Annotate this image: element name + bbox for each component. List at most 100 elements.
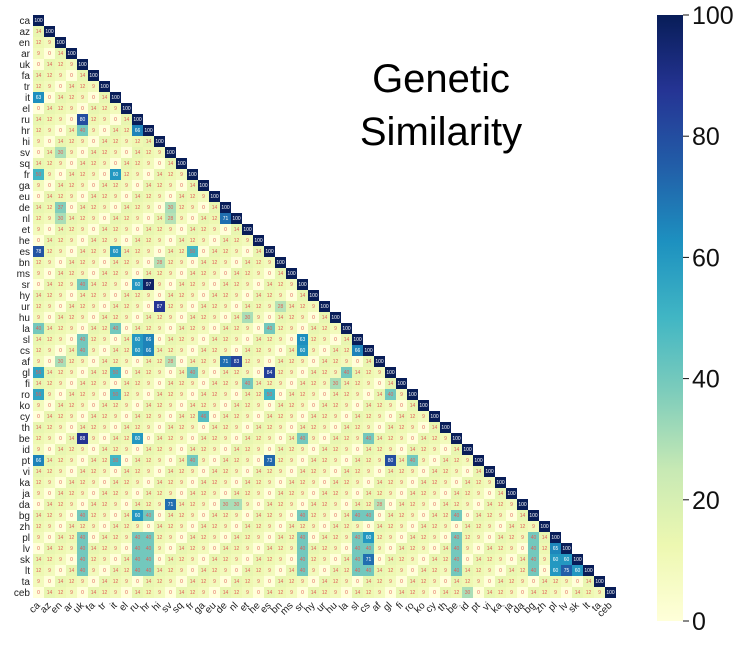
cell-value-label: 12	[69, 359, 75, 365]
heatmap-cell	[429, 554, 440, 565]
heatmap-cell	[319, 411, 330, 422]
heatmap-cell	[66, 213, 77, 224]
heatmap-cell	[231, 411, 242, 422]
cell-value-label: 100	[254, 238, 263, 244]
cell-value-label: 14	[47, 546, 53, 552]
heatmap-cell	[495, 587, 506, 598]
cell-value-label: 9	[180, 524, 183, 530]
cell-value-label: 9	[169, 491, 172, 497]
heatmap-cell	[198, 477, 209, 488]
cell-value-label: 9	[323, 425, 326, 431]
cell-value-label: 0	[290, 381, 293, 387]
heatmap-cell	[352, 499, 363, 510]
cell-value-label: 14	[124, 337, 130, 343]
cell-value-label: 0	[37, 546, 40, 552]
heatmap-cell	[352, 521, 363, 532]
heatmap-cell	[99, 400, 110, 411]
cell-value-label: 40	[355, 568, 361, 574]
heatmap-cell	[121, 477, 132, 488]
cell-value-label: 0	[356, 359, 359, 365]
heatmap-cell	[330, 433, 341, 444]
heatmap-cell	[231, 455, 242, 466]
heatmap-cell	[99, 114, 110, 125]
y-tick-label: he	[19, 236, 31, 247]
cell-value-label: 9	[433, 491, 436, 497]
heatmap-cell	[319, 499, 330, 510]
cell-value-label: 0	[378, 425, 381, 431]
heatmap-cell	[297, 279, 308, 290]
cell-value-label: 75	[564, 568, 570, 574]
heatmap-cell	[77, 554, 88, 565]
colorbar-tick-label: 80	[692, 123, 720, 151]
heatmap-cell	[77, 136, 88, 147]
cell-value-label: 0	[400, 447, 403, 453]
cell-value-label: 0	[92, 271, 95, 277]
cell-value-label: 9	[125, 315, 128, 321]
heatmap-cell	[66, 125, 77, 136]
heatmap-cell	[319, 455, 330, 466]
heatmap-cell	[220, 367, 231, 378]
cell-value-label: 9	[312, 436, 315, 442]
cell-value-label: 9	[224, 568, 227, 574]
cell-value-label: 12	[223, 513, 229, 519]
heatmap-cell	[550, 576, 561, 587]
cell-value-label: 14	[190, 447, 196, 453]
cell-value-label: 12	[80, 524, 86, 530]
cell-value-label: 12	[498, 546, 504, 552]
cell-value-label: 0	[202, 513, 205, 519]
cell-value-label: 14	[355, 590, 361, 596]
cell-value-label: 12	[168, 392, 174, 398]
cell-value-label: 14	[102, 535, 108, 541]
heatmap-cell	[275, 356, 286, 367]
cell-value-label: 0	[356, 403, 359, 409]
y-tick-label: es	[19, 247, 30, 258]
heatmap-cell	[209, 246, 220, 257]
heatmap-cell	[297, 422, 308, 433]
heatmap-cell	[242, 257, 253, 268]
cell-value-label: 14	[124, 557, 130, 563]
cell-value-label: 12	[36, 480, 42, 486]
y-tick-label: lt	[25, 566, 30, 577]
heatmap-cell	[99, 323, 110, 334]
cell-value-label: 9	[37, 403, 40, 409]
cell-value-label: 14	[322, 359, 328, 365]
cell-value-label: 14	[157, 392, 163, 398]
heatmap-cell	[33, 169, 44, 180]
heatmap-cell	[429, 510, 440, 521]
heatmap-cell	[110, 444, 121, 455]
cell-value-label: 9	[323, 469, 326, 475]
cell-value-label: 14	[157, 568, 163, 574]
heatmap-cell	[88, 543, 99, 554]
cell-value-label: 12	[454, 590, 460, 596]
heatmap-cell	[275, 279, 286, 290]
heatmap-cell	[462, 565, 473, 576]
cell-value-label: 9	[400, 436, 403, 442]
cell-value-label: 12	[476, 568, 482, 574]
cell-value-label: 12	[278, 326, 284, 332]
cell-value-label: 12	[289, 535, 295, 541]
cell-value-label: 0	[125, 282, 128, 288]
cell-value-label: 12	[289, 447, 295, 453]
cell-value-label: 12	[58, 590, 64, 596]
heatmap-cell	[33, 532, 44, 543]
cell-value-label: 12	[168, 260, 174, 266]
cell-value-label: 12	[443, 557, 449, 563]
cell-value-label: 0	[48, 95, 51, 101]
heatmap-cell	[176, 565, 187, 576]
cell-value-label: 14	[47, 326, 53, 332]
heatmap-cell	[506, 510, 517, 521]
heatmap-cell	[88, 323, 99, 334]
heatmap-cell	[330, 466, 341, 477]
cell-value-label: 0	[180, 447, 183, 453]
cell-value-label: 14	[366, 403, 372, 409]
heatmap-cell	[319, 587, 330, 598]
heatmap-cell	[198, 279, 209, 290]
cell-value-label: 0	[213, 282, 216, 288]
heatmap-cell	[385, 565, 396, 576]
heatmap-cell	[220, 422, 231, 433]
cell-value-label: 14	[322, 315, 328, 321]
heatmap-cell	[396, 422, 407, 433]
heatmap-cell	[132, 147, 143, 158]
cell-value-label: 12	[124, 524, 130, 530]
cell-value-label: 12	[498, 590, 504, 596]
